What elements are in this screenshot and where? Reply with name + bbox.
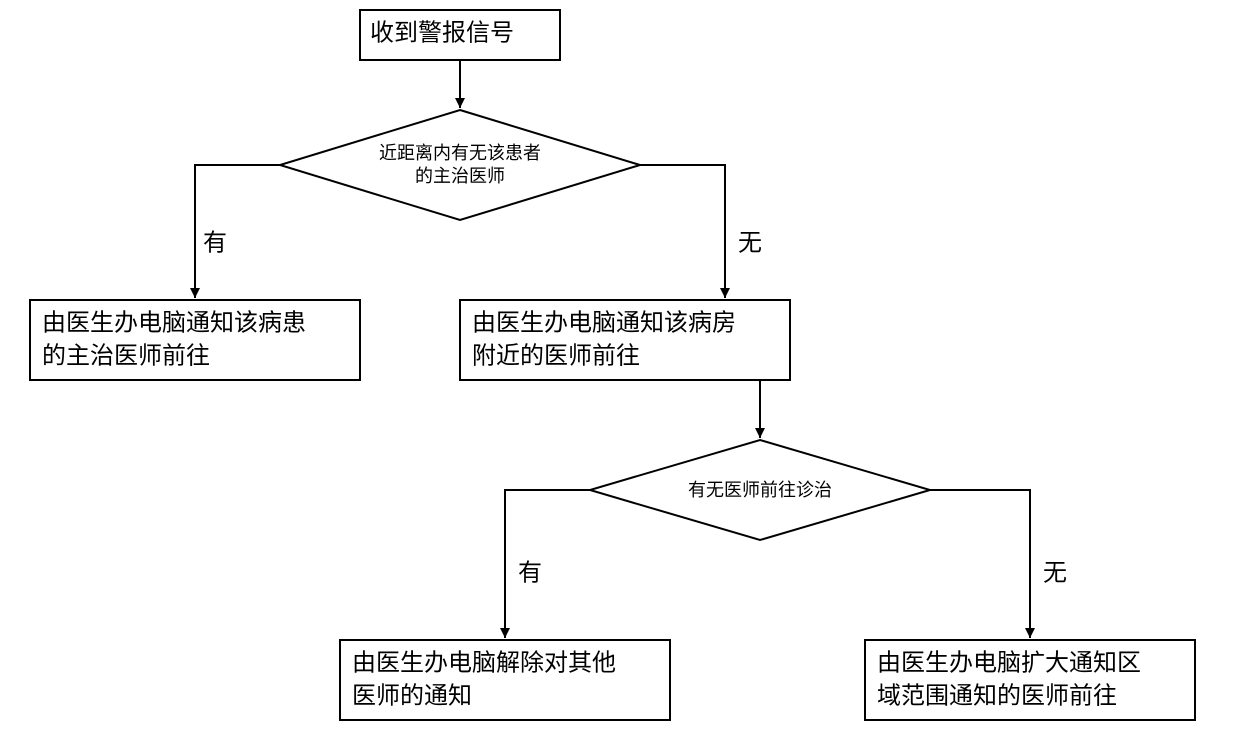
node-decision1-line1: 近距离内有无该患者	[379, 143, 541, 163]
node-leftbox-line2: 的主治医师前往	[42, 343, 210, 370]
edge-d1-right-label: 无	[738, 231, 762, 257]
node-midbox-line2: 附近的医师前往	[472, 343, 640, 370]
flowchart-canvas: 收到警报信号 近距离内有无该患者 的主治医师 有 无 由医生办电脑通知该病患 的…	[0, 0, 1240, 752]
node-bottomleft-line1: 由医生办电脑解除对其他	[352, 650, 616, 677]
edge-d2-right	[930, 490, 1030, 638]
node-decision1-line2: 的主治医师	[415, 166, 505, 186]
node-bottomleft-line2: 医师的通知	[352, 683, 472, 710]
node-bottomright-line2: 域范围通知的医师前往	[877, 683, 1117, 710]
edge-d2-right-label: 无	[1043, 561, 1067, 587]
node-bottomright-line1: 由医生办电脑扩大通知区	[877, 650, 1141, 677]
node-decision1	[280, 110, 640, 220]
node-midbox-line1: 由医生办电脑通知该病房	[472, 310, 736, 337]
node-decision2-label: 有无医师前往诊治	[688, 480, 832, 500]
edge-d1-left-label: 有	[203, 230, 227, 257]
edge-d2-left-label: 有	[518, 560, 542, 587]
node-leftbox-line1: 由医生办电脑通知该病患	[42, 310, 306, 337]
edge-d1-right	[640, 165, 725, 298]
node-start-label: 收到警报信号	[370, 20, 514, 47]
